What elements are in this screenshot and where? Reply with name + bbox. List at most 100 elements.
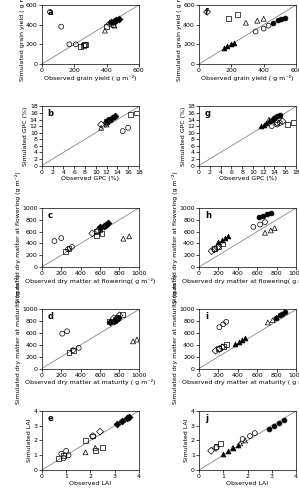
Point xyxy=(238,440,242,448)
Point xyxy=(209,247,214,255)
Point xyxy=(272,224,277,232)
Point xyxy=(104,117,109,125)
Point xyxy=(127,413,132,421)
Point xyxy=(102,222,106,230)
Point xyxy=(281,416,286,424)
Point xyxy=(64,447,68,455)
X-axis label: Observed GPC (%): Observed GPC (%) xyxy=(219,176,277,181)
Point xyxy=(225,42,230,50)
Point xyxy=(66,451,71,459)
Point xyxy=(220,236,225,244)
Point xyxy=(217,323,222,331)
Point xyxy=(267,117,271,125)
Point xyxy=(78,43,83,51)
Point xyxy=(272,422,277,430)
Point xyxy=(216,238,221,246)
Point xyxy=(213,347,218,355)
Point xyxy=(261,24,266,32)
Point xyxy=(228,40,233,48)
X-axis label: Observed dry matter at maturity ( g m⁻²): Observed dry matter at maturity ( g m⁻²) xyxy=(25,379,155,385)
Point xyxy=(121,234,126,242)
Point xyxy=(61,454,66,462)
Point xyxy=(112,22,117,30)
Point xyxy=(107,318,112,326)
Point xyxy=(226,447,231,455)
Point xyxy=(111,316,116,324)
Point xyxy=(221,450,226,458)
Y-axis label: Simulated dry matter at flowering (g m⁻²): Simulated dry matter at flowering (g m⁻²… xyxy=(15,172,21,304)
Point xyxy=(279,15,284,23)
Point xyxy=(263,218,267,226)
Point xyxy=(52,237,57,245)
Point xyxy=(261,212,266,220)
Point xyxy=(127,232,132,240)
Point xyxy=(116,314,121,322)
Y-axis label: Simulated grain yield ( g m⁻²): Simulated grain yield ( g m⁻²) xyxy=(176,0,182,82)
Point xyxy=(272,114,277,122)
Point xyxy=(269,226,273,234)
Point xyxy=(124,414,129,422)
Point xyxy=(265,210,269,218)
Point xyxy=(112,112,117,120)
Point xyxy=(120,311,125,319)
Point xyxy=(276,16,281,24)
Point xyxy=(60,330,65,338)
Text: c: c xyxy=(48,211,53,220)
Point xyxy=(222,44,226,52)
Y-axis label: Simulated GPC (%): Simulated GPC (%) xyxy=(181,106,186,166)
Point xyxy=(257,214,262,222)
Point xyxy=(113,315,118,323)
Point xyxy=(98,225,103,233)
X-axis label: Observed dry matter at flowering( g m⁻²): Observed dry matter at flowering( g m⁻²) xyxy=(25,278,155,283)
Text: i: i xyxy=(205,312,208,322)
Point xyxy=(104,117,109,125)
Point xyxy=(90,230,95,237)
Text: f: f xyxy=(205,8,209,17)
Point xyxy=(134,109,138,117)
Text: g: g xyxy=(205,110,211,118)
Y-axis label: Simulated grain yield ( g m⁻²): Simulated grain yield ( g m⁻²) xyxy=(19,0,25,82)
Text: j: j xyxy=(205,414,208,423)
Point xyxy=(277,110,282,118)
Point xyxy=(63,247,68,255)
Text: a: a xyxy=(48,8,53,17)
Point xyxy=(126,124,130,132)
Point xyxy=(98,428,103,436)
X-axis label: Observed GPC (%): Observed GPC (%) xyxy=(61,176,119,181)
Point xyxy=(83,40,88,48)
Point xyxy=(98,223,103,231)
Text: h: h xyxy=(205,211,211,220)
Point xyxy=(209,447,213,455)
Point xyxy=(226,232,231,240)
Point xyxy=(106,218,110,226)
Point xyxy=(109,114,114,122)
Y-axis label: Simulated dry matter at maturity (g m⁻²): Simulated dry matter at maturity (g m⁻²) xyxy=(172,274,178,404)
Y-axis label: Simulated GPC (%): Simulated GPC (%) xyxy=(23,106,28,166)
Point xyxy=(103,220,108,228)
X-axis label: Observed dry matter at maturity ( g m⁻²): Observed dry matter at maturity ( g m⁻²) xyxy=(182,379,299,385)
Point xyxy=(231,444,235,452)
Point xyxy=(275,120,280,128)
Point xyxy=(235,441,240,449)
Point xyxy=(275,119,280,127)
Point xyxy=(96,226,100,234)
Point xyxy=(107,116,112,124)
Point xyxy=(115,420,119,428)
Point xyxy=(221,320,226,328)
Text: d: d xyxy=(48,312,54,322)
Point xyxy=(116,15,121,23)
Point xyxy=(67,348,71,356)
Point xyxy=(224,318,228,326)
Point xyxy=(274,314,279,322)
Point xyxy=(216,242,221,250)
Point xyxy=(271,18,276,26)
Point xyxy=(226,15,231,23)
Point xyxy=(111,314,116,322)
Point xyxy=(107,116,112,124)
Point xyxy=(100,444,105,452)
Point xyxy=(117,312,122,320)
Point xyxy=(243,18,248,26)
X-axis label: Observed grain yield ( g m⁻²): Observed grain yield ( g m⁻²) xyxy=(201,74,294,80)
Text: e: e xyxy=(48,414,54,423)
Point xyxy=(221,342,226,350)
